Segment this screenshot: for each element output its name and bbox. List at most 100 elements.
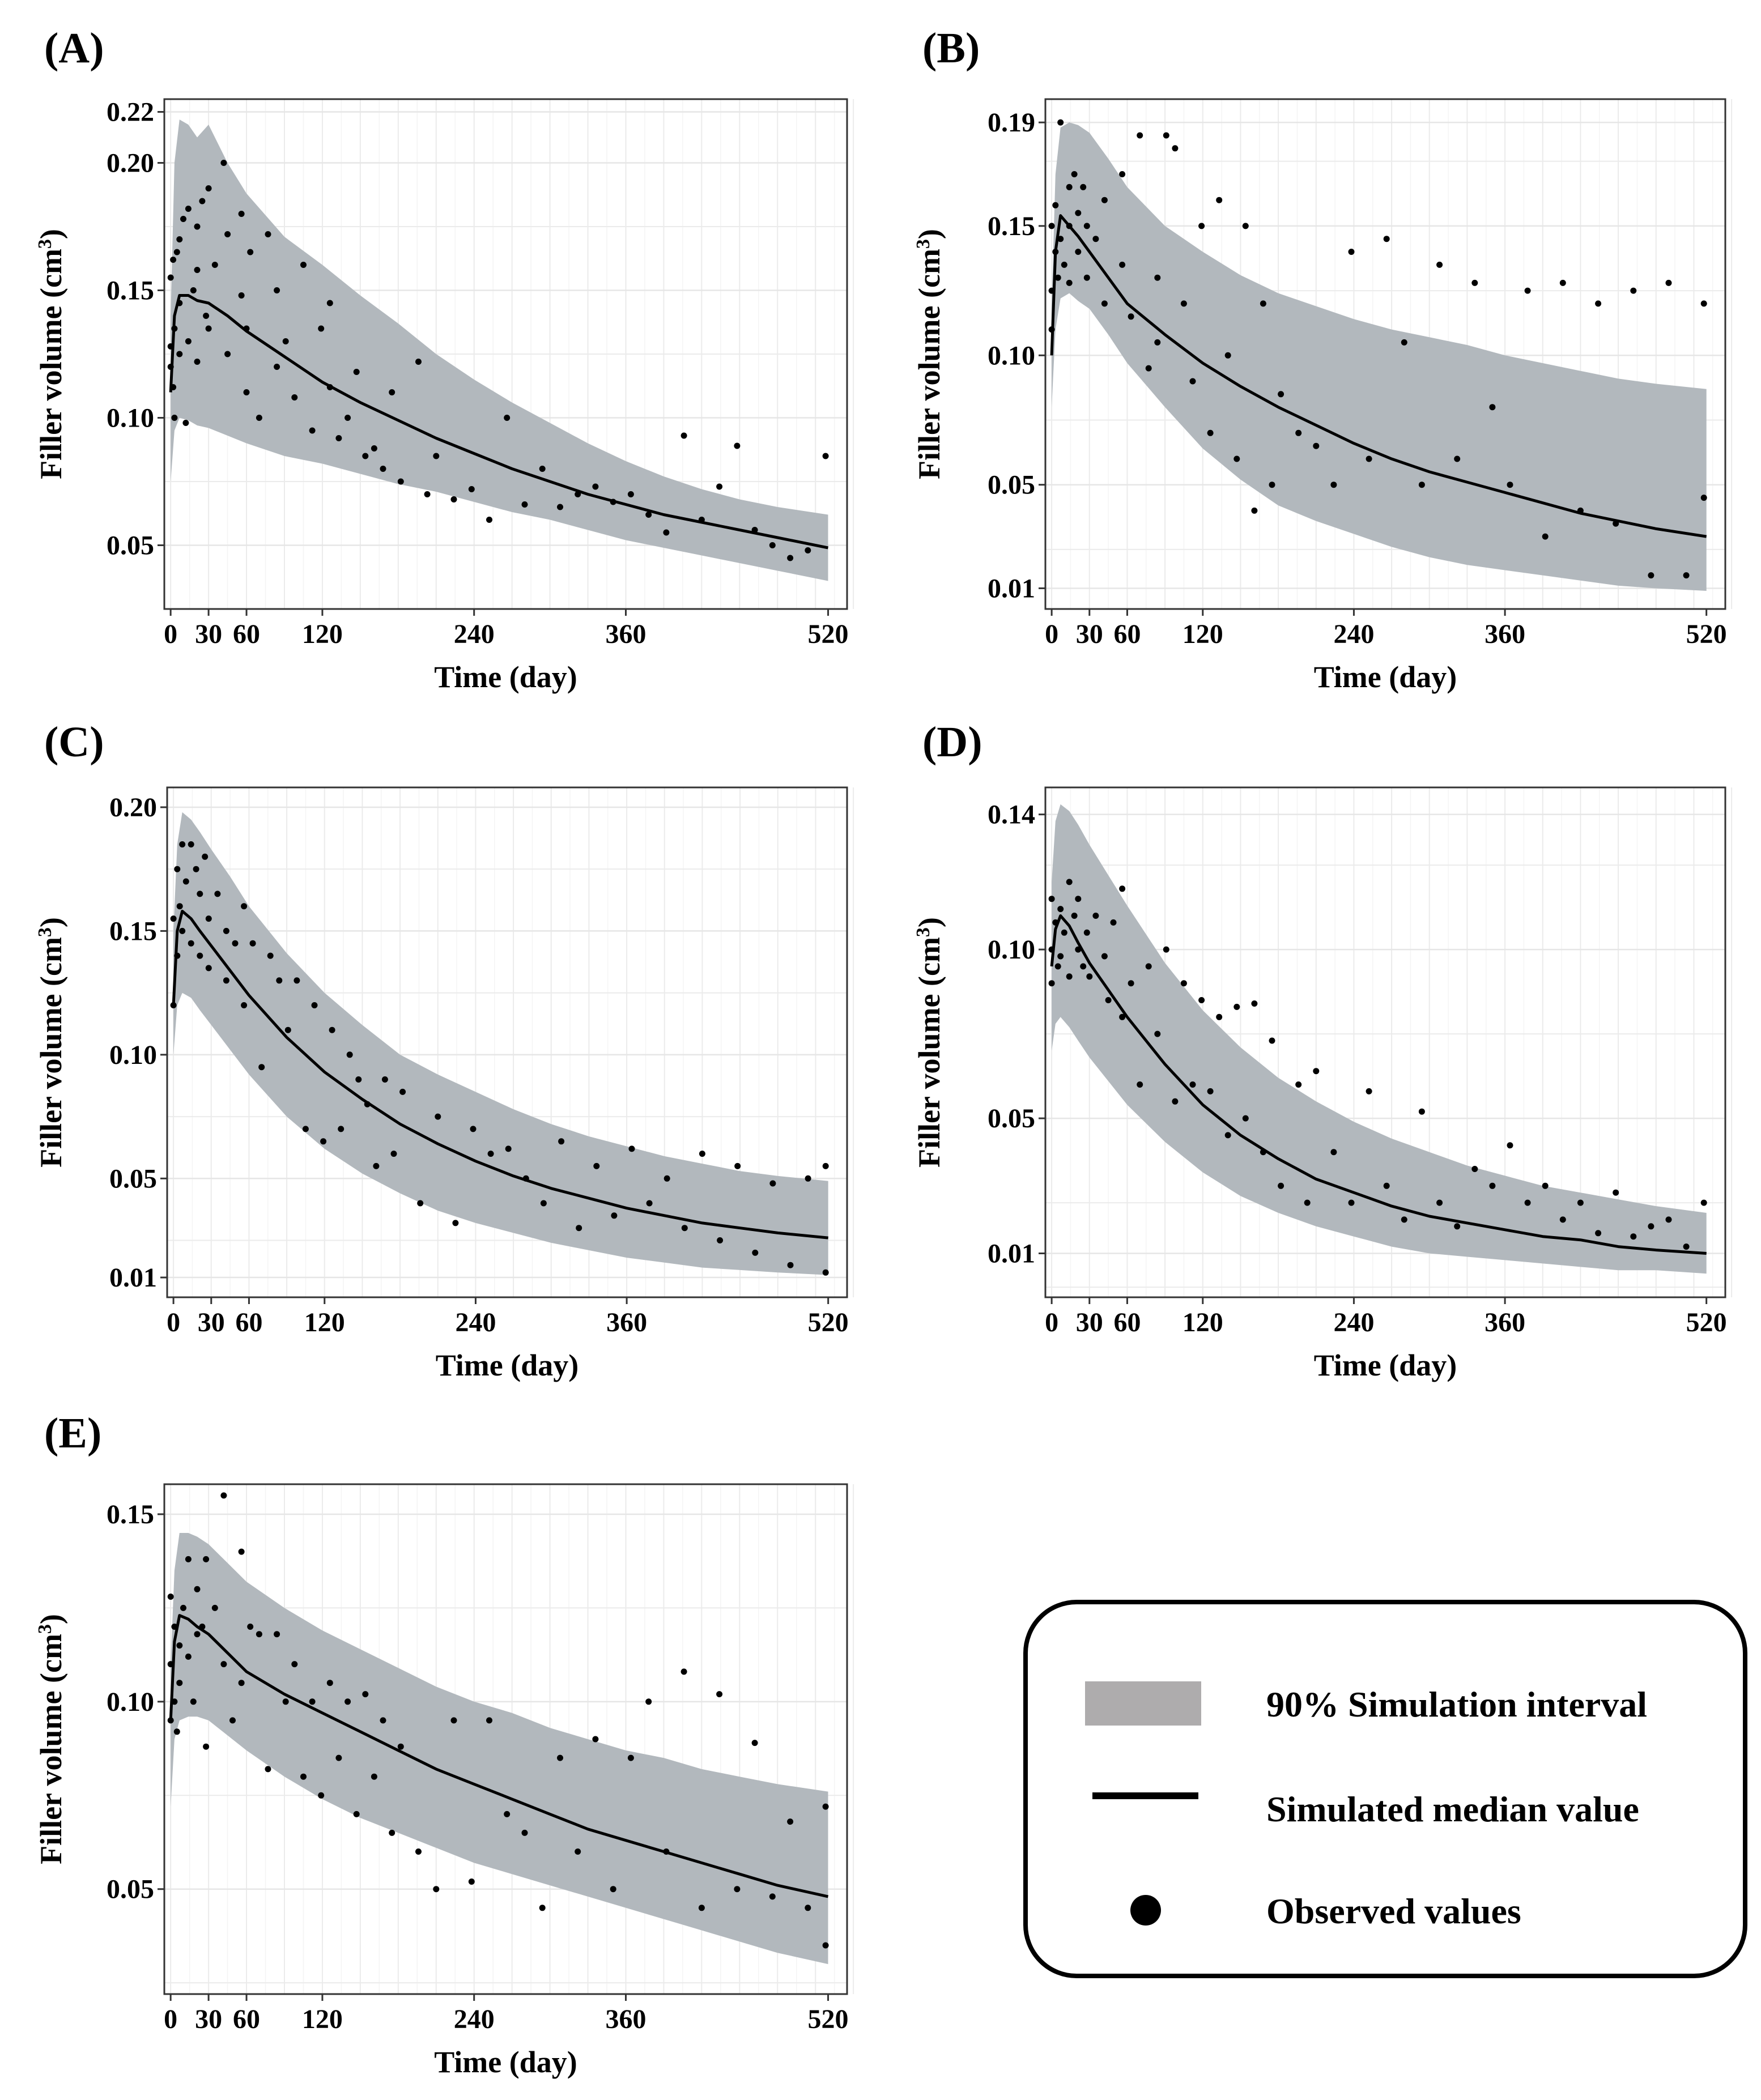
observed-point [1172, 1098, 1179, 1105]
observed-point [1180, 980, 1187, 987]
observed-point [1524, 287, 1531, 294]
y-axis-title: Filler volume (cm3) [34, 229, 68, 479]
observed-point [247, 1624, 254, 1630]
legend-median-label: Simulated median value [1266, 1789, 1639, 1829]
observed-point [1648, 1223, 1654, 1230]
observed-point [1700, 1199, 1707, 1206]
x-tick-label: 120 [1182, 619, 1223, 649]
legend-frame [1023, 1600, 1747, 1978]
y-axis-title: Filler volume (cm3) [34, 917, 68, 1168]
observed-point [267, 952, 274, 959]
observed-point [575, 1848, 581, 1855]
median-line [172, 909, 828, 1239]
observed-point [486, 1717, 492, 1724]
observed-point [611, 1212, 618, 1219]
observed-point [699, 1151, 705, 1157]
observed-point [1383, 236, 1390, 242]
observed-point [1577, 1199, 1584, 1206]
observed-point [1207, 1088, 1214, 1094]
x-tick-label: 30 [195, 2004, 222, 2034]
observed-point [504, 1811, 511, 1817]
observed-point [1700, 300, 1707, 307]
observed-point [486, 517, 492, 523]
observed-point [663, 1175, 670, 1182]
observed-point [193, 866, 199, 872]
observed-point [557, 1754, 563, 1761]
observed-point [1348, 249, 1355, 255]
observed-point [769, 1180, 776, 1187]
observed-point [1198, 223, 1205, 229]
observed-point [355, 1076, 362, 1083]
observed-point [452, 1220, 459, 1226]
observed-point [274, 364, 280, 370]
observed-point [822, 1162, 829, 1169]
observed-point [1269, 1037, 1275, 1044]
observed-point [1083, 274, 1090, 281]
observed-point [769, 1893, 776, 1900]
observed-point [468, 1879, 475, 1885]
observed-point [1154, 274, 1161, 281]
x-tick-label: 360 [605, 2004, 646, 2034]
observed-point [1119, 261, 1126, 268]
observed-point [505, 1145, 512, 1152]
x-tick-label: 30 [1076, 619, 1103, 649]
observed-point [326, 300, 333, 306]
observed-point [504, 415, 511, 421]
chart-panel: 0.05 0.10 0.15 0.20 0.22 0 30 60 120 240 360 520 Tim… [34, 24, 854, 694]
x-tick-label: 240 [1333, 1307, 1374, 1337]
observed-point [698, 1905, 705, 1911]
observed-point [1128, 980, 1134, 987]
observed-point [1471, 279, 1478, 286]
observed-point [291, 1661, 298, 1668]
observed-point [194, 1586, 201, 1592]
observed-point [238, 292, 245, 299]
observed-point [1057, 953, 1064, 960]
observed-point [173, 249, 180, 255]
observed-point [1128, 313, 1134, 320]
y-tick-label: 0.01 [109, 1263, 157, 1293]
observed-point [1071, 913, 1078, 919]
observed-point [627, 1754, 634, 1761]
x-tick-label: 30 [195, 619, 222, 649]
legend-observed-label: Observed values [1266, 1891, 1521, 1931]
y-tick-label: 0.15 [109, 916, 157, 946]
observed-point [214, 891, 221, 897]
observed-point [433, 453, 440, 459]
observed-point [734, 1162, 741, 1169]
legend-band-label: 90% Simulation interval [1266, 1684, 1647, 1724]
observed-point [1304, 1199, 1311, 1206]
plot-border [163, 1483, 848, 1995]
y-axis-title: Filler volume (cm3) [34, 1614, 68, 1864]
observed-point [309, 1698, 316, 1705]
observed-point [241, 903, 248, 910]
y-tick-label: 0.10 [988, 340, 1035, 370]
observed-point [294, 977, 300, 984]
observed-point [232, 940, 239, 947]
observed-point [1251, 507, 1258, 514]
observed-point [539, 466, 546, 472]
interval-band [173, 812, 828, 1275]
observed-point [1061, 261, 1067, 268]
median-line [169, 294, 828, 550]
observed-point [487, 1151, 494, 1157]
observed-point [1401, 339, 1407, 346]
observed-point [716, 1691, 723, 1698]
observed-point [167, 1594, 174, 1600]
y-tick-label: 0.01 [988, 573, 1035, 603]
observed-point [1105, 997, 1112, 1003]
observed-point [318, 1792, 325, 1799]
x-tick-label: 0 [164, 619, 177, 649]
panel-label: (B) [922, 24, 980, 72]
observed-point [734, 1886, 741, 1893]
observed-point [1054, 963, 1061, 970]
observed-point [1330, 482, 1337, 488]
observed-point [576, 1225, 582, 1232]
observed-point [300, 1773, 307, 1780]
observed-point [822, 1942, 829, 1949]
observed-point [190, 287, 197, 293]
observed-point [1137, 1081, 1143, 1088]
x-tick-label: 240 [454, 619, 495, 649]
y-tick-label: 0.05 [109, 1164, 157, 1194]
median-line [1050, 914, 1707, 1255]
observed-point [539, 1905, 546, 1911]
